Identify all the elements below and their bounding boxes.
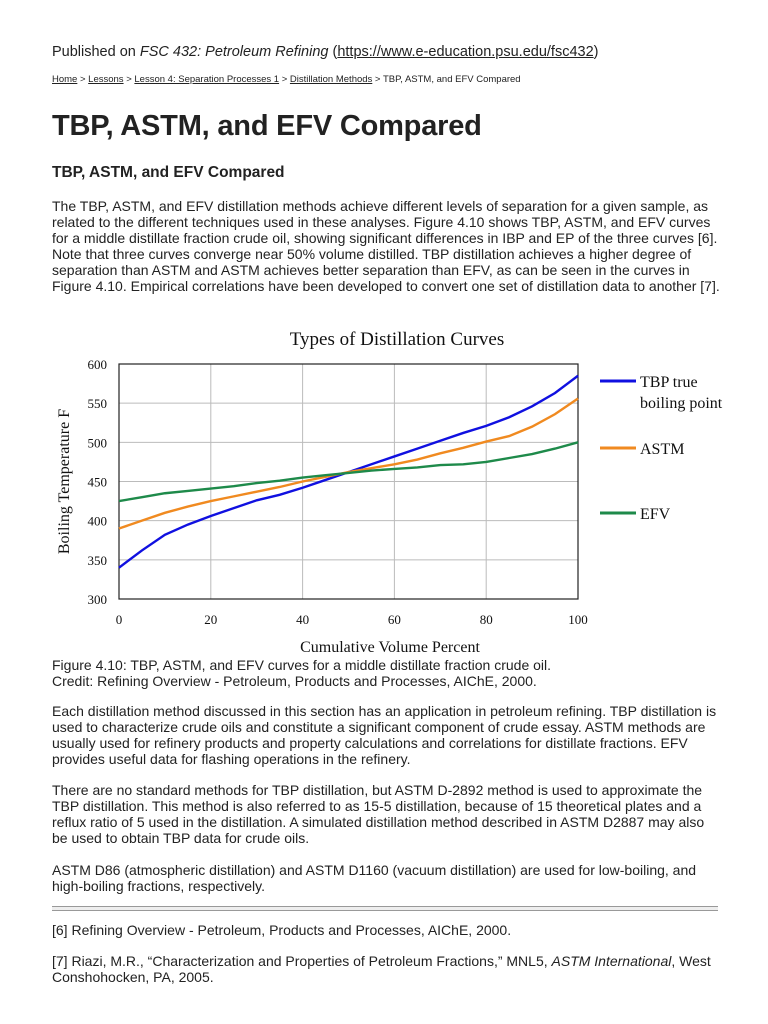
page-title: TBP, ASTM, and EFV Compared <box>52 110 482 142</box>
y-tick-label: 350 <box>88 553 108 568</box>
legend-label: boiling point <box>640 395 723 412</box>
figure-caption: Figure 4.10: TBP, ASTM, and EFV curves f… <box>52 657 552 689</box>
published-on-line: Published on FSC 432: Petroleum Refining… <box>52 44 599 60</box>
x-tick-label: 100 <box>568 612 588 627</box>
y-axis-label: Boiling Temperature F <box>56 409 73 554</box>
x-tick-label: 20 <box>204 612 217 627</box>
breadcrumb: Home > Lessons > Lesson 4: Separation Pr… <box>52 74 521 85</box>
site-name: FSC 432: Petroleum Refining <box>139 44 329 60</box>
breadcrumb-distillation-methods[interactable]: Distillation Methods <box>289 74 373 85</box>
breadcrumb-home[interactable]: Home <box>52 74 78 85</box>
breadcrumb-lessons[interactable]: Lessons <box>88 74 124 85</box>
series-line-efv <box>118 441 579 503</box>
x-tick-label: 60 <box>388 612 401 627</box>
legend-label: TBP true <box>640 374 698 391</box>
footnote-7: [7] Riazi, M.R., “Characterization and P… <box>52 953 711 985</box>
footnote-6: [6] Refining Overview - Petroleum, Produ… <box>52 922 512 938</box>
legend-label: ASTM <box>640 441 684 458</box>
x-tick-label: 40 <box>296 612 309 627</box>
y-tick-label: 600 <box>88 357 108 372</box>
x-tick-label: 80 <box>480 612 493 627</box>
plot-frame <box>118 363 579 600</box>
paragraph-standard-methods: There are no standard methods for TBP di… <box>52 782 705 846</box>
paragraph-applications: Each distillation method discussed in th… <box>52 703 717 767</box>
section-title: TBP, ASTM, and EFV Compared <box>52 164 285 181</box>
footnote-divider <box>52 906 718 911</box>
site-url-link[interactable]: https://www.e-education.psu.edu/fsc432 <box>337 44 594 60</box>
paragraph-astm-d86: ASTM D86 (atmospheric distillation) and … <box>52 862 697 894</box>
y-tick-label: 400 <box>88 514 108 529</box>
chart-title: Types of Distillation Curves <box>290 329 505 350</box>
y-tick-label: 550 <box>88 396 108 411</box>
y-tick-label: 300 <box>88 592 108 607</box>
y-tick-label: 450 <box>88 475 108 490</box>
legend-label: EFV <box>640 506 671 523</box>
x-tick-label: 0 <box>116 612 123 627</box>
breadcrumb-lesson-4[interactable]: Lesson 4: Separation Processes 1 <box>134 74 280 85</box>
y-tick-label: 500 <box>88 435 108 450</box>
intro-paragraph: The TBP, ASTM, and EFV distillation meth… <box>52 198 720 294</box>
breadcrumb-current: TBP, ASTM, and EFV Compared <box>382 74 521 85</box>
distillation-curves-chart: Types of Distillation Curves300350400450… <box>56 329 723 656</box>
x-axis-label: Cumulative Volume Percent <box>300 639 480 656</box>
